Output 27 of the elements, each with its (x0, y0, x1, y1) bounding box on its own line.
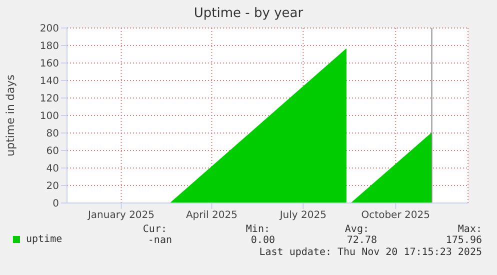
y-tick-label: 60 (46, 146, 59, 158)
text: -nan (148, 235, 172, 246)
y-tick-label: 200 (40, 24, 59, 35)
text: 0.00 (250, 235, 275, 246)
y-tick-label: 20 (46, 181, 59, 192)
text: Min: (246, 224, 270, 235)
text: 175.96 (446, 235, 482, 246)
x-tick-label: April 2025 (186, 210, 238, 222)
legend-label: uptime (26, 234, 62, 245)
y-tick-label: 140 (40, 76, 59, 88)
y-axis-title: uptime in days (4, 74, 17, 156)
text: Last update: Thu Nov 20 17:15:23 2025 (259, 247, 482, 258)
text: Cur: (142, 224, 167, 235)
y-tick-label: 180 (40, 41, 59, 52)
text: Max: (458, 224, 482, 235)
chart-title: Uptime - by year (192, 6, 304, 21)
y-tick-label: 0 (52, 198, 59, 210)
x-tick-label: January 2025 (86, 210, 155, 222)
y-tick-label: 160 (40, 58, 59, 70)
y-tick-label: 100 (40, 111, 59, 122)
x-tick-label: July 2025 (278, 210, 326, 222)
x-tick-label: October 2025 (361, 210, 430, 222)
y-tick-label: 40 (46, 164, 59, 175)
text: 72.78 (346, 235, 377, 246)
y-tick-label: 120 (40, 94, 59, 105)
text: Avg: (344, 224, 369, 235)
y-tick-label: 80 (46, 128, 59, 140)
